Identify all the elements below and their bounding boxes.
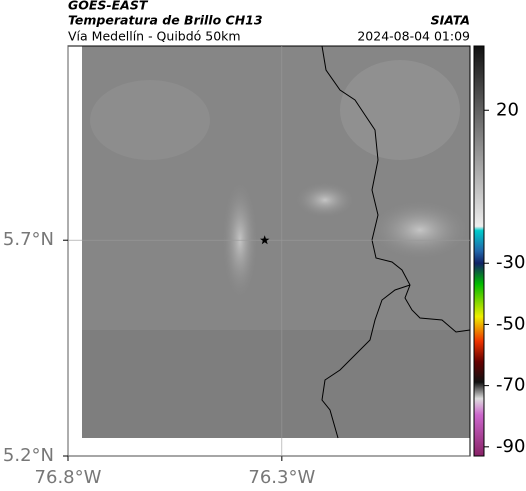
colorbar-label: -30 xyxy=(496,252,525,273)
location-marker xyxy=(260,235,270,245)
region: Vía Medellín - Quibdó 50km xyxy=(68,29,241,44)
y-tick-label: 5.7°N xyxy=(3,229,54,250)
x-tick-label: 76.3°W xyxy=(248,467,315,488)
colorbar-label: 20 xyxy=(496,99,519,120)
x-tick-label: 76.8°W xyxy=(35,467,102,488)
timestamp: 2024-08-04 01:09 xyxy=(357,29,470,44)
colorbar-label: -70 xyxy=(496,375,525,396)
y-tick-label: 5.2°N xyxy=(3,445,54,466)
colorbar-label: -90 xyxy=(496,436,525,457)
title: GOES-EAST xyxy=(68,0,149,13)
border-line xyxy=(321,45,471,439)
source: SIATA xyxy=(431,13,470,28)
imagery xyxy=(82,46,470,438)
colorbar-label: -50 xyxy=(496,313,525,334)
colorbar xyxy=(473,45,485,457)
subtitle: Temperatura de Brillo CH13 xyxy=(68,13,263,28)
